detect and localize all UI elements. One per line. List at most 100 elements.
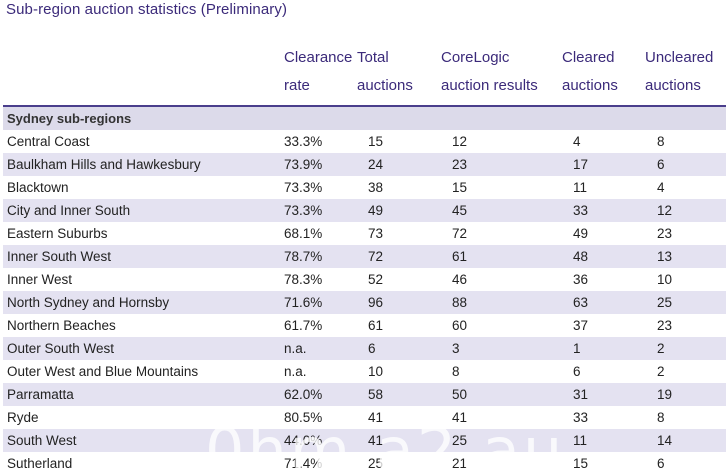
cell-cleared: 33 [573,410,589,425]
cell-uncleared: 2 [657,364,665,379]
cell-total-auctions: 25 [368,456,384,471]
cell-cleared: 49 [573,226,589,241]
cell-corelogic-results: 12 [452,134,468,149]
cell-sub-region: Baulkham Hills and Hawkesbury [7,157,201,172]
table-row: North Sydney and Hornsby 71.6% 96 88 63 25 [3,291,726,314]
cell-cleared: 1 [573,341,581,356]
cell-corelogic-results: 72 [452,226,468,241]
cell-corelogic-results: 60 [452,318,468,333]
cell-cleared: 6 [573,364,581,379]
cell-total-auctions: 61 [368,318,384,333]
cell-cleared: 17 [573,157,589,172]
cell-sub-region: South West [7,433,77,448]
section-sydney-sub-regions: Sydney sub-regions [3,106,726,130]
cell-uncleared: 19 [657,387,673,402]
cell-total-auctions: 15 [368,134,384,149]
table-row: Northern Beaches 61.7% 61 60 37 23 [3,314,726,337]
cell-sub-region: Ryde [7,410,39,425]
table-row: City and Inner South 73.3% 49 45 33 12 [3,199,726,222]
table-row: Baulkham Hills and Hawkesbury 73.9% 24 23 17… [3,153,726,176]
cell-cleared: 11 [573,180,588,195]
cell-clearance-rate: 33.3% [284,134,323,149]
cell-corelogic-results: 45 [452,203,468,218]
cell-uncleared: 8 [657,410,665,425]
table-row: Blacktown 73.3% 38 15 11 4 [3,176,726,199]
cell-sub-region: Eastern Suburbs [7,226,108,241]
table-row: Central Coast 33.3% 15 12 4 8 [3,130,726,153]
cell-corelogic-results: 50 [452,387,468,402]
header-uncleared-auctions: Uncleared auctions [645,49,714,94]
cell-clearance-rate: 73.3% [284,180,323,195]
cell-sub-region: North Sydney and Hornsby [7,295,170,310]
cell-sub-region: Inner South West [7,249,112,264]
cell-total-auctions: 6 [368,341,376,356]
cell-uncleared: 6 [657,157,665,172]
cell-corelogic-results: 3 [452,341,460,356]
cell-uncleared: 12 [657,203,673,218]
cell-corelogic-results: 8 [452,364,460,379]
cell-clearance-rate: 62.0% [284,387,323,402]
cell-uncleared: 2 [657,341,665,356]
cell-sub-region: Sutherland [7,456,73,471]
cell-cleared: 11 [573,433,588,448]
cell-total-auctions: 10 [368,364,384,379]
cell-cleared: 31 [573,387,589,402]
cell-sub-region: Northern Beaches [7,318,116,333]
cell-uncleared: 14 [657,433,673,448]
cell-sub-region: Outer West and Blue Mountains [7,364,199,379]
table-row: Inner West 78.3% 52 46 36 10 [3,268,726,291]
cell-sub-region: Blacktown [7,180,69,195]
cell-sub-region: Inner West [7,272,73,287]
cell-cleared: 4 [573,134,581,149]
table-row: Eastern Suburbs 68.1% 73 72 49 23 [3,222,726,245]
cell-total-auctions: 52 [368,272,384,287]
table-row: South West 44.0% 41 25 11 14 [3,429,726,452]
header-cleared-auctions: Cleared auctions [562,49,618,94]
cell-cleared: 33 [573,203,589,218]
header-total-auctions: Total auctions [357,49,413,94]
cell-uncleared: 13 [657,249,673,264]
table-row: Parramatta 62.0% 58 50 31 19 [3,383,726,406]
cell-uncleared: 23 [657,226,673,241]
cell-clearance-rate: 61.7% [284,318,323,333]
cell-total-auctions: 72 [368,249,384,264]
cell-total-auctions: 49 [368,203,384,218]
table-row: Outer West and Blue Mountains n.a. 10 8 6 2 [3,360,726,383]
cell-clearance-rate: 73.3% [284,203,323,218]
cell-sub-region: Central Coast [7,134,90,149]
cell-uncleared: 4 [657,180,665,195]
cell-clearance-rate: 71.4% [284,456,323,471]
cell-clearance-rate: 68.1% [284,226,323,241]
cell-corelogic-results: 46 [452,272,468,287]
cell-total-auctions: 58 [368,387,384,402]
cell-cleared: 15 [573,456,589,471]
table-row: Inner South West 78.7% 72 61 48 13 [3,245,726,268]
cell-clearance-rate: 71.6% [284,295,323,310]
table-row: Sutherland 71.4% 25 21 15 6 [3,452,726,475]
cell-total-auctions: 73 [368,226,384,241]
cell-cleared: 37 [573,318,589,333]
cell-uncleared: 10 [657,272,673,287]
table-row: Ryde 80.5% 41 41 33 8 [3,406,726,429]
cell-clearance-rate: 78.3% [284,272,323,287]
table-row: Outer South West n.a. 6 3 1 2 [3,337,726,360]
cell-cleared: 48 [573,249,589,264]
cell-clearance-rate: 78.7% [284,249,323,264]
cell-sub-region: Outer South West [7,341,115,356]
cell-cleared: 36 [573,272,589,287]
cell-corelogic-results: 15 [452,180,468,195]
cell-clearance-rate: 44.0% [284,433,323,448]
table-header: Clearance rate Total auctions CoreLogic … [3,40,726,106]
cell-corelogic-results: 61 [452,249,468,264]
cell-clearance-rate: 73.9% [284,157,323,172]
cell-clearance-rate: n.a. [284,364,307,379]
cell-uncleared: 25 [657,295,673,310]
cell-total-auctions: 38 [368,180,384,195]
cell-corelogic-results: 25 [452,433,468,448]
cell-total-auctions: 24 [368,157,384,172]
cell-uncleared: 8 [657,134,665,149]
cell-cleared: 63 [573,295,589,310]
cell-total-auctions: 96 [368,295,384,310]
cell-uncleared: 6 [657,456,665,471]
auction-stats-table: Clearance rate Total auctions CoreLogic … [3,40,726,475]
